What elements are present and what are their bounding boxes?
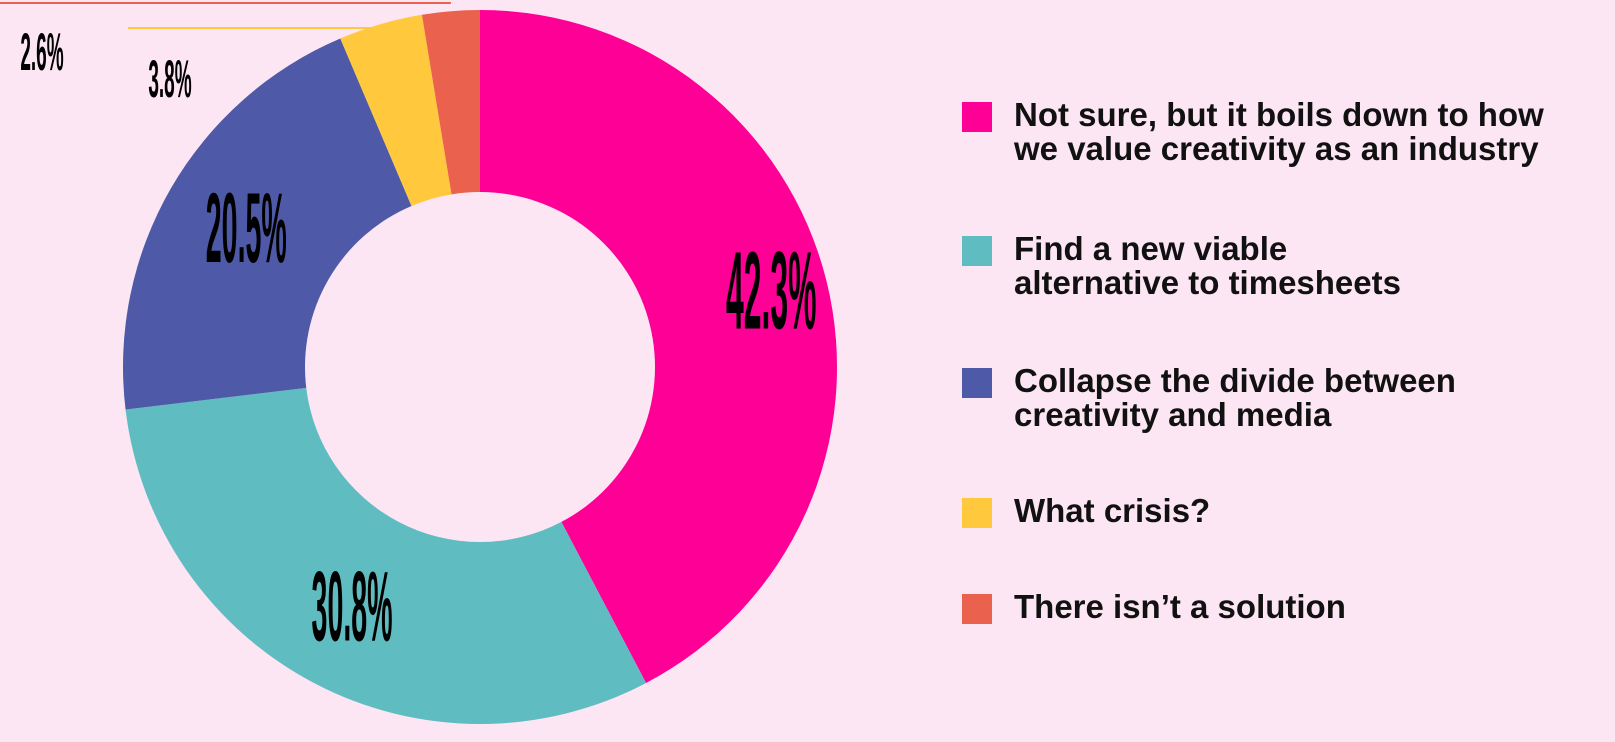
donut-slices: [122, 10, 838, 724]
value-label-there-isn-t-a-solution: 2.6%: [20, 24, 63, 83]
slice-collapse-the-divide-between-cr: [122, 38, 412, 410]
slice-value-labels: 42.3% 30.8% 20.5% 3.8% 2.6%: [20, 24, 816, 662]
value-label-not-sure-but-it-boils-down-to-: 42.3%: [726, 229, 816, 352]
slice-find-a-new-viable-alternative-: [125, 387, 647, 724]
value-label-collapse-the-divide-between-cr: 20.5%: [206, 172, 287, 283]
value-label-what-crisis: 3.8%: [148, 51, 191, 110]
legend-label: Not sure, but it boils down to how we va…: [1014, 96, 1544, 167]
slice-there-isn-t-a-solution: [421, 10, 480, 195]
legend-label: Find a new viable alternative to timeshe…: [1014, 230, 1401, 301]
legend-swatch: [962, 236, 992, 266]
legend-swatch: [962, 368, 992, 398]
legend-item-not-sure-but-it-boils-down-to-: Not sure, but it boils down to how we va…: [962, 98, 1544, 166]
legend-item-collapse-the-divide-between-cr: Collapse the divide between creativity a…: [962, 364, 1456, 432]
slice-what-crisis: [340, 14, 452, 206]
legend-item-find-a-new-viable-alternative-: Find a new viable alternative to timeshe…: [962, 232, 1401, 300]
legend-swatch: [962, 102, 992, 132]
legend-label: Collapse the divide between creativity a…: [1014, 362, 1456, 433]
slice-not-sure-but-it-boils-down-to-: [480, 10, 838, 684]
legend-label: What crisis?: [1014, 492, 1211, 529]
legend-swatch: [962, 498, 992, 528]
value-label-find-a-new-viable-alternative-: 30.8%: [312, 551, 393, 662]
legend-swatch: [962, 594, 992, 624]
legend-item-what-crisis: What crisis?: [962, 494, 1210, 528]
leader-lines: [0, 2, 451, 29]
legend-item-there-isn-t-a-solution: There isn’t a solution: [962, 590, 1346, 624]
legend-label: There isn’t a solution: [1014, 588, 1346, 625]
